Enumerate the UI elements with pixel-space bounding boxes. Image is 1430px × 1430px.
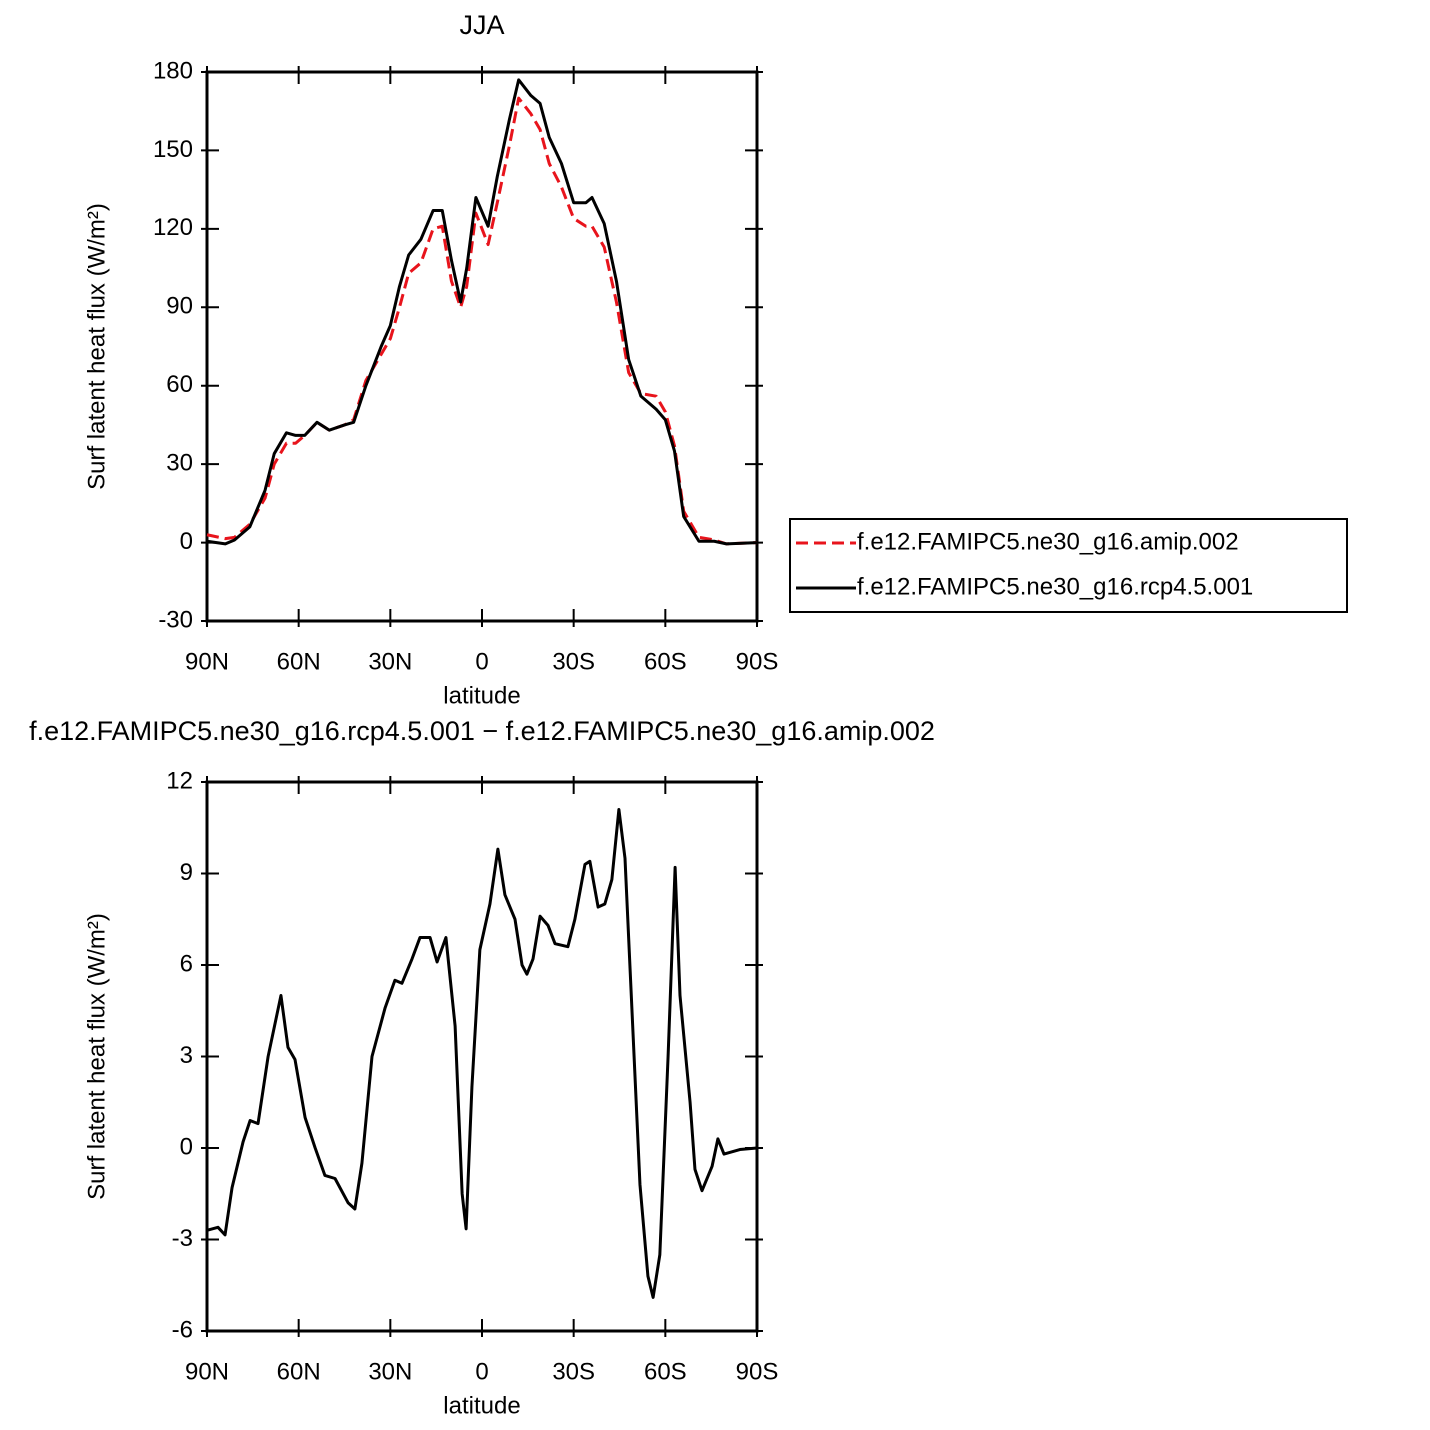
y-tick-label: 120 <box>153 214 193 241</box>
y-tick-label: 3 <box>180 1042 193 1069</box>
x-tick-label: 0 <box>475 1358 488 1385</box>
x-tick-label: 30S <box>552 648 595 675</box>
y-tick-label: 180 <box>153 57 193 84</box>
x-tick-label: 90S <box>736 1358 779 1385</box>
y-axis-label: Surf latent heat flux (W/m²) <box>83 203 110 490</box>
y-tick-label: 90 <box>166 293 193 320</box>
y-tick-label: 9 <box>180 859 193 886</box>
y-axis-label: Surf latent heat flux (W/m²) <box>83 913 110 1200</box>
x-tick-label: 60N <box>277 648 321 675</box>
data-line <box>206 96 758 546</box>
y-tick-label: 0 <box>180 1133 193 1160</box>
x-tick-label: 60S <box>644 1358 687 1385</box>
legend-box <box>789 518 1348 613</box>
data-line <box>206 78 758 546</box>
plot-frame <box>205 780 759 1333</box>
plot-frame <box>205 70 759 623</box>
y-tick-label: 60 <box>166 371 193 398</box>
x-axis-label: latitude <box>443 1392 520 1419</box>
y-tick-label: -3 <box>172 1225 193 1252</box>
x-tick-label: 30S <box>552 1358 595 1385</box>
x-tick-label: 30N <box>368 648 412 675</box>
x-tick-label: 90S <box>736 648 779 675</box>
legend-label: f.e12.FAMIPC5.ne30_g16.amip.002 <box>857 528 1239 555</box>
y-tick-label: 150 <box>153 136 193 163</box>
y-tick-label: 6 <box>180 950 193 977</box>
chart-title: JJA <box>459 10 504 40</box>
x-tick-label: 60S <box>644 648 687 675</box>
x-tick-label: 90N <box>185 1358 229 1385</box>
chart-title: f.e12.FAMIPC5.ne30_g16.rcp4.5.001 − f.e1… <box>29 716 935 746</box>
x-tick-label: 30N <box>368 1358 412 1385</box>
x-axis-label: latitude <box>443 682 520 709</box>
y-tick-label: -6 <box>172 1316 193 1343</box>
x-tick-label: 60N <box>277 1358 321 1385</box>
x-tick-label: 90N <box>185 648 229 675</box>
y-tick-label: -30 <box>158 606 193 633</box>
y-tick-label: 30 <box>166 449 193 476</box>
y-tick-label: 12 <box>166 767 193 794</box>
legend-label: f.e12.FAMIPC5.ne30_g16.rcp4.5.001 <box>857 573 1253 600</box>
y-tick-label: 0 <box>180 528 193 555</box>
data-line <box>206 807 758 1299</box>
x-tick-label: 0 <box>475 648 488 675</box>
